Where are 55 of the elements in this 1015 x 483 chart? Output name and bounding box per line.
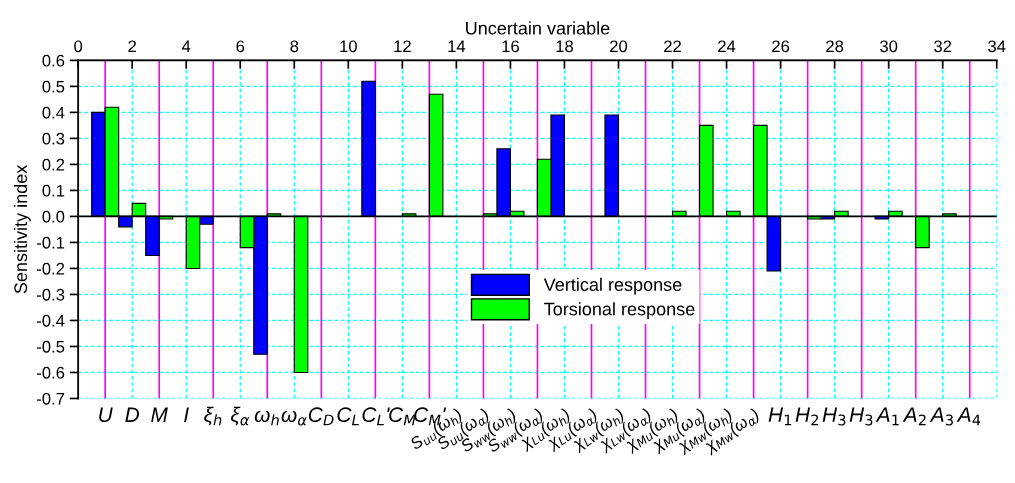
x2-tick-label: 22 bbox=[664, 40, 681, 53]
x2-tick-label: 28 bbox=[826, 40, 844, 53]
x-tick-label: A$_{3}$ bbox=[929, 407, 953, 426]
x2-tick-label: 34 bbox=[988, 40, 1006, 53]
y-tick-label: -0.5 bbox=[36, 340, 65, 353]
y-tick-label: -0.4 bbox=[36, 314, 65, 327]
x-tick-label: H$_{3}$ bbox=[822, 407, 846, 426]
x-tick-label: C$_{D}$ bbox=[308, 407, 334, 426]
x2-tick-label: 0 bbox=[74, 40, 83, 53]
legend-label: Torsional response bbox=[544, 302, 695, 320]
y-tick-label: 0.4 bbox=[42, 106, 65, 119]
x-tick-label: H$_{1}$ bbox=[768, 407, 792, 426]
y-tick-label: -0.6 bbox=[36, 366, 65, 379]
x2-axis-title: Uncertain variable bbox=[466, 21, 610, 35]
x2-tick-label: 14 bbox=[448, 40, 466, 53]
x2-tick-label: 10 bbox=[340, 40, 357, 53]
x-tick-label: A$_{4}$ bbox=[956, 407, 981, 426]
x2-tick-label: 2 bbox=[128, 40, 136, 53]
x2-tick-label: 32 bbox=[934, 40, 952, 53]
x-tick-label: A$_{1}$ bbox=[875, 407, 899, 426]
y-tick-label: 0.0 bbox=[42, 210, 65, 223]
y-tick-label: 0.5 bbox=[42, 80, 65, 93]
x-tick-label: C$_{L}$' bbox=[362, 407, 390, 426]
x-tick-label: A$_{2}$ bbox=[902, 407, 926, 426]
x-tick-label: H$_{2}$ bbox=[795, 407, 819, 426]
x2-tick-label: 6 bbox=[236, 40, 245, 53]
x2-tick-label: 12 bbox=[394, 40, 411, 53]
y-tick-label: 0.6 bbox=[42, 54, 65, 67]
x-tick-label: M bbox=[151, 407, 168, 422]
x-tick-label: C$_{L}$ bbox=[337, 407, 359, 426]
x-tick-label: H$_{3}$ bbox=[849, 407, 873, 426]
x2-tick-label: 18 bbox=[556, 40, 573, 53]
x2-tick-label: 8 bbox=[290, 40, 299, 53]
x2-tick-label: 16 bbox=[502, 40, 519, 53]
x2-tick-label: 4 bbox=[181, 40, 191, 53]
y-axis-title: Sensitivity index bbox=[13, 164, 31, 294]
y-tick-label: 0.3 bbox=[42, 132, 65, 145]
x-tick-label: U bbox=[99, 407, 113, 423]
x2-tick-label: 26 bbox=[772, 40, 790, 53]
y-tick-label: -0.2 bbox=[36, 262, 65, 275]
x-tick-label: ω$_{α}$ bbox=[281, 410, 307, 426]
x2-tick-label: 24 bbox=[718, 40, 736, 53]
legend-label: Vertical response bbox=[543, 277, 682, 295]
x-tick-label: ξ$_{α}$ bbox=[230, 406, 250, 426]
x-tick-label: ω$_{h}$ bbox=[254, 410, 279, 426]
y-tick-label: 0.1 bbox=[42, 184, 65, 197]
x-tick-label: D bbox=[125, 407, 140, 422]
y-tick-label: -0.1 bbox=[36, 236, 65, 249]
y-tick-label: -0.3 bbox=[36, 288, 65, 301]
x-tick-label: I bbox=[184, 407, 189, 422]
x-tick-label: ξ$_{h}$ bbox=[204, 406, 222, 426]
x2-tick-label: 30 bbox=[880, 40, 898, 53]
y-tick-label: -0.7 bbox=[36, 392, 65, 405]
y-tick-label: 0.2 bbox=[42, 158, 65, 171]
x2-tick-label: 20 bbox=[610, 40, 628, 53]
